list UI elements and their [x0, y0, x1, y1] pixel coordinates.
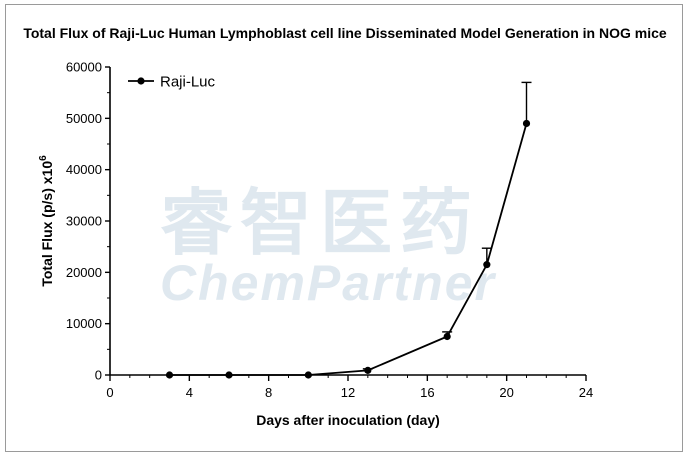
legend-label: Raji-Luc — [160, 74, 216, 91]
y-axis-label-exponent: 6 — [38, 155, 49, 161]
y-tick-label: 10000 — [66, 316, 102, 331]
y-tick-label: 20000 — [66, 265, 102, 280]
watermark: 睿智医药 ChemPartner — [160, 181, 497, 311]
data-point — [443, 332, 451, 341]
x-tick-label: 16 — [420, 385, 434, 400]
x-tick-label: 12 — [341, 385, 355, 400]
data-point — [483, 261, 491, 269]
y-axis-label: Total Flux (p/s) x106 — [38, 155, 55, 287]
y-tick-label: 30000 — [66, 214, 102, 229]
x-tick-label: 8 — [265, 385, 272, 400]
y-tick-label: 40000 — [66, 162, 102, 177]
plot-area — [165, 81, 532, 379]
y-tick-label: 60000 — [66, 60, 102, 75]
watermark-chinese: 睿智医药 — [160, 181, 480, 265]
x-tick-label: 20 — [499, 385, 513, 400]
x-tick-label: 4 — [186, 385, 193, 400]
data-point — [225, 371, 233, 379]
x-tick-label: 0 — [106, 385, 113, 400]
y-tick-label: 50000 — [66, 111, 102, 126]
y-tick-label: 0 — [95, 368, 102, 383]
watermark-english: ChemPartner — [160, 255, 497, 311]
x-axis-label: Days after inoculation (day) — [256, 412, 440, 428]
data-point — [522, 119, 531, 128]
data-point — [165, 371, 174, 379]
legend-marker — [137, 77, 145, 85]
x-tick-label: 24 — [579, 385, 593, 400]
legend: Raji-Luc — [128, 74, 216, 91]
data-point — [364, 366, 372, 374]
chart-frame — [5, 4, 683, 452]
axes: 0 10000 20000 30000 40000 50000 60000 0 4 8 12 16 20… — [66, 60, 593, 401]
chart-title: Total Flux of Raji-Luc Human Lymphoblast… — [23, 25, 667, 41]
data-point — [304, 371, 312, 379]
